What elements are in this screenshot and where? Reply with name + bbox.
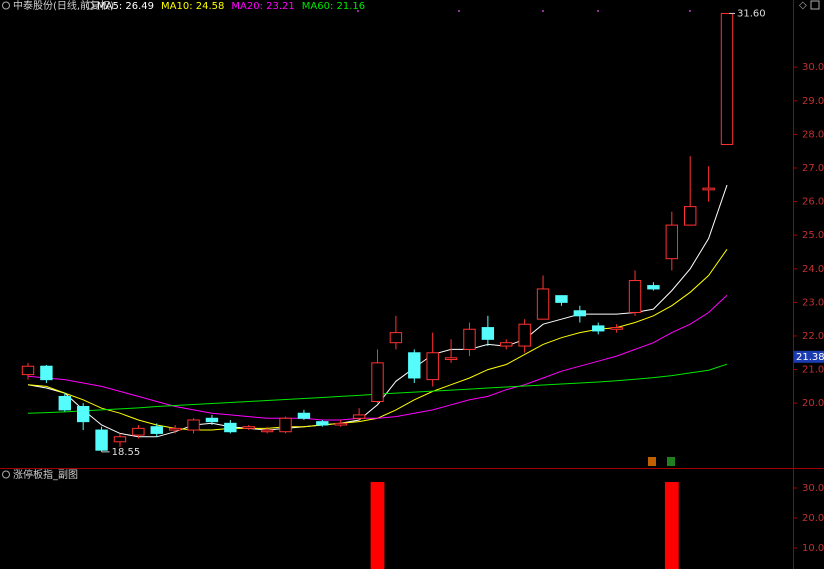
ma-line xyxy=(27,294,728,421)
candle-body xyxy=(21,365,35,376)
last-price-box xyxy=(794,350,824,363)
candle-body xyxy=(371,362,384,402)
candle-body xyxy=(665,224,679,260)
candle-body xyxy=(150,426,163,434)
candle-body xyxy=(702,187,715,191)
candle-body xyxy=(463,328,476,350)
candle-body xyxy=(40,365,53,381)
y-tick-label: 30.00 xyxy=(802,483,824,494)
y-tick-label: 22.00 xyxy=(802,331,824,342)
candle-body xyxy=(260,429,274,433)
candle-body xyxy=(610,327,623,330)
diamond-icon[interactable]: ◇ xyxy=(799,0,807,11)
event-icon[interactable] xyxy=(648,457,656,466)
ma-line xyxy=(27,184,728,438)
candle-body xyxy=(500,342,513,347)
y-tick-label: 21.00 xyxy=(802,365,824,376)
top-markers xyxy=(357,10,691,12)
candle-body xyxy=(58,395,71,411)
bar xyxy=(664,482,679,569)
low-label: 18.55 xyxy=(112,447,141,458)
y-tick-label: 29.00 xyxy=(802,96,824,107)
header-icon xyxy=(2,1,10,10)
candle-body xyxy=(518,323,531,347)
candle-body xyxy=(426,352,439,381)
event-icon[interactable] xyxy=(667,457,675,466)
legend-entry: MA10: 24.58 xyxy=(161,1,224,12)
legend-entry: MA5: 26.49 xyxy=(97,1,154,12)
candle-body xyxy=(389,332,403,344)
candle-body xyxy=(205,417,219,423)
candle-body xyxy=(720,12,734,145)
candle-body xyxy=(628,280,642,313)
candle-body xyxy=(592,325,605,332)
candle-body xyxy=(279,417,292,433)
bar xyxy=(370,482,385,569)
candle-body xyxy=(187,419,200,431)
y-tick-label: 10.00 xyxy=(802,543,824,554)
candle-body xyxy=(555,295,568,303)
sub-title: 涨停板指_副图 xyxy=(13,468,78,481)
y-tick-label: 23.00 xyxy=(802,297,824,308)
sub-header-icon xyxy=(2,470,10,479)
ma-icon xyxy=(86,1,94,10)
candle-body xyxy=(647,285,660,290)
candle-body xyxy=(444,357,458,360)
candle-body xyxy=(297,412,311,419)
candle-body xyxy=(76,406,90,423)
last-price-label: 21.38 xyxy=(796,352,824,363)
candle-body xyxy=(224,422,237,433)
main-title: 中泰股份(日线,前复权) xyxy=(13,0,114,12)
window-icon[interactable] xyxy=(810,0,820,10)
candle-body xyxy=(334,422,347,426)
candle-body xyxy=(95,429,108,451)
high-label: 31.60 xyxy=(737,8,766,19)
candle-body xyxy=(316,421,329,426)
candle-body xyxy=(408,352,421,379)
y-tick-label: 25.00 xyxy=(802,230,824,241)
y-tick-label: 30.00 xyxy=(802,62,824,73)
y-tick-label: 20.00 xyxy=(802,398,824,409)
candle-body xyxy=(113,436,127,443)
candle-body xyxy=(481,327,495,340)
y-tick-label: 28.00 xyxy=(802,129,824,140)
y-tick-label: 27.00 xyxy=(802,163,824,174)
candle-body xyxy=(168,427,182,431)
legend-entry: MA20: 23.21 xyxy=(231,1,294,12)
y-tick-label: 20.00 xyxy=(802,513,824,524)
candle-body xyxy=(242,426,255,429)
candle-body xyxy=(573,310,587,317)
y-tick-label: 26.00 xyxy=(802,197,824,208)
candle-body xyxy=(684,206,697,226)
candle-body xyxy=(132,427,145,436)
candle-body xyxy=(536,288,550,320)
legend-entry: MA60: 21.16 xyxy=(302,1,365,12)
candle-body xyxy=(352,414,366,419)
y-tick-label: 24.00 xyxy=(802,264,824,275)
